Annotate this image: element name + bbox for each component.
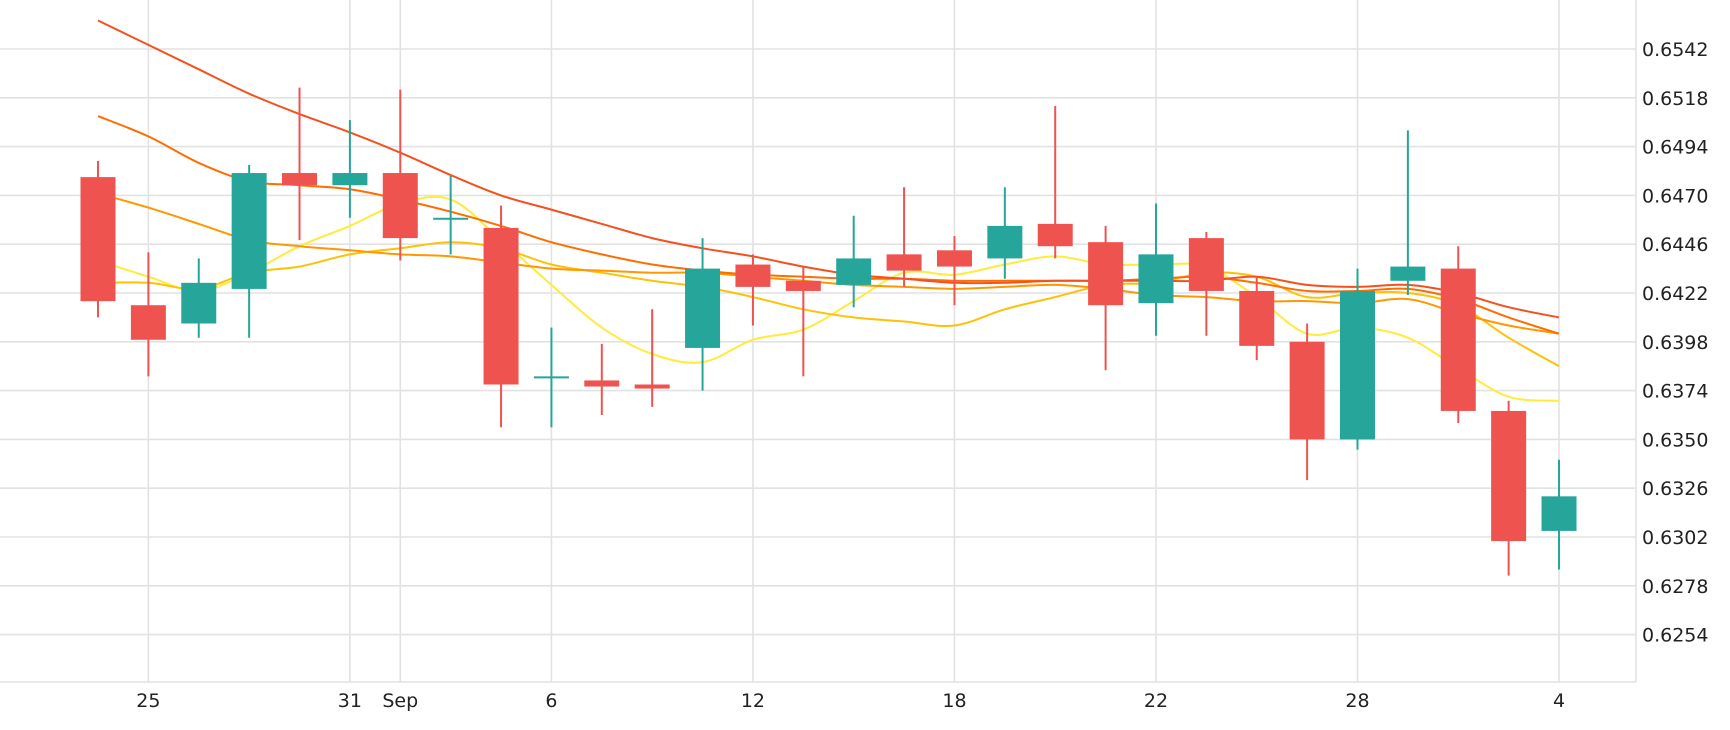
candle bbox=[130, 252, 166, 377]
candle-body-down bbox=[1037, 223, 1073, 247]
candle bbox=[433, 175, 469, 255]
candle bbox=[1289, 323, 1325, 481]
y-tick-label: 0.6446 bbox=[1642, 234, 1708, 256]
candle-body-up bbox=[1390, 266, 1426, 281]
candle-body-down bbox=[936, 250, 972, 267]
candle-body-down bbox=[80, 177, 116, 302]
candle-body-down bbox=[1188, 238, 1224, 291]
moving-average-line-3 bbox=[97, 192, 1560, 335]
x-tick-label: 31 bbox=[338, 690, 362, 712]
candle-body-up bbox=[231, 173, 267, 289]
moving-average-line-1 bbox=[97, 195, 1560, 402]
candle-body-up bbox=[836, 258, 872, 285]
y-tick-label: 0.6398 bbox=[1642, 332, 1708, 354]
plot-frame bbox=[0, 0, 1637, 683]
candle-body-down bbox=[483, 227, 519, 385]
candle-body-up bbox=[987, 225, 1023, 259]
candle bbox=[1138, 203, 1174, 336]
y-tick-label: 0.6494 bbox=[1642, 137, 1708, 159]
candle bbox=[987, 187, 1023, 279]
candle bbox=[80, 160, 116, 318]
candle bbox=[1037, 105, 1073, 259]
candle-body-down bbox=[1239, 290, 1275, 346]
candle-body-down bbox=[1289, 341, 1325, 440]
candle bbox=[1491, 400, 1527, 576]
moving-average-line-5 bbox=[97, 19, 1560, 319]
x-tick-label: 4 bbox=[1553, 690, 1565, 712]
y-tick-label: 0.6542 bbox=[1642, 39, 1708, 61]
x-axis-labels: 25 31 Sep 6 12 18 22 28 4 bbox=[136, 690, 1565, 712]
candle bbox=[936, 236, 972, 306]
candle-body-down bbox=[382, 173, 418, 239]
moving-average-line-2 bbox=[97, 241, 1560, 368]
candle-body-up bbox=[332, 173, 368, 186]
y-tick-label: 0.6302 bbox=[1642, 527, 1708, 549]
x-tick-label: 12 bbox=[741, 690, 765, 712]
x-tick-label: 28 bbox=[1345, 690, 1369, 712]
candle bbox=[584, 343, 620, 415]
candle bbox=[685, 238, 721, 391]
y-tick-label: 0.6422 bbox=[1642, 283, 1708, 305]
candle-body-up bbox=[533, 376, 569, 379]
candle bbox=[1188, 232, 1224, 336]
candle-body-down bbox=[785, 280, 821, 291]
candle bbox=[533, 327, 569, 428]
candle-body-up bbox=[685, 268, 721, 348]
candle-body-up bbox=[433, 217, 469, 220]
candle-body-down bbox=[1440, 268, 1476, 411]
candle bbox=[836, 215, 872, 308]
x-tick-label: Sep bbox=[382, 690, 418, 712]
moving-average-line-4 bbox=[97, 115, 1560, 335]
candle bbox=[483, 205, 519, 428]
x-tick-label: 18 bbox=[942, 690, 966, 712]
candles bbox=[80, 87, 1577, 576]
candle-body-down bbox=[886, 254, 922, 271]
candle-body-down bbox=[584, 380, 620, 387]
y-tick-label: 0.6470 bbox=[1642, 185, 1708, 207]
candle-body-up bbox=[1340, 290, 1375, 440]
y-axis-labels: 0.6254 0.6278 0.6302 0.6326 0.6350 0.6374 0.63… bbox=[1642, 39, 1708, 647]
candle bbox=[1440, 246, 1476, 424]
y-tick-label: 0.6326 bbox=[1642, 478, 1708, 500]
candle bbox=[1390, 130, 1426, 296]
candle bbox=[886, 187, 922, 287]
candle bbox=[382, 89, 418, 261]
candle-body-down bbox=[1491, 410, 1527, 542]
candle bbox=[634, 309, 670, 407]
horizontal-gridlines bbox=[0, 48, 1636, 636]
y-tick-label: 0.6350 bbox=[1642, 429, 1708, 451]
candle bbox=[181, 258, 217, 338]
candle bbox=[231, 164, 267, 338]
candle bbox=[735, 254, 771, 326]
x-tick-label: 25 bbox=[136, 690, 160, 712]
y-tick-label: 0.6518 bbox=[1642, 88, 1708, 110]
candle-body-down bbox=[130, 305, 166, 340]
candle-body-down bbox=[634, 384, 670, 389]
x-tick-label: 6 bbox=[545, 690, 557, 712]
candle bbox=[1239, 276, 1275, 361]
candle bbox=[282, 87, 318, 241]
candle-body-up bbox=[181, 282, 217, 324]
y-tick-label: 0.6374 bbox=[1642, 381, 1708, 403]
candle bbox=[1541, 459, 1577, 570]
candle bbox=[332, 120, 368, 218]
x-tick-label: 22 bbox=[1144, 690, 1168, 712]
candle bbox=[785, 266, 821, 377]
candle bbox=[1088, 225, 1124, 371]
candle-body-down bbox=[282, 173, 318, 186]
moving-average-lines bbox=[97, 19, 1560, 402]
candle-body-up bbox=[1541, 496, 1577, 531]
y-tick-label: 0.6254 bbox=[1642, 625, 1708, 647]
candle bbox=[1340, 268, 1375, 450]
candle-body-down bbox=[1088, 242, 1124, 306]
candle-body-up bbox=[1138, 254, 1174, 304]
y-tick-label: 0.6278 bbox=[1642, 576, 1708, 598]
candle-body-down bbox=[735, 264, 771, 287]
